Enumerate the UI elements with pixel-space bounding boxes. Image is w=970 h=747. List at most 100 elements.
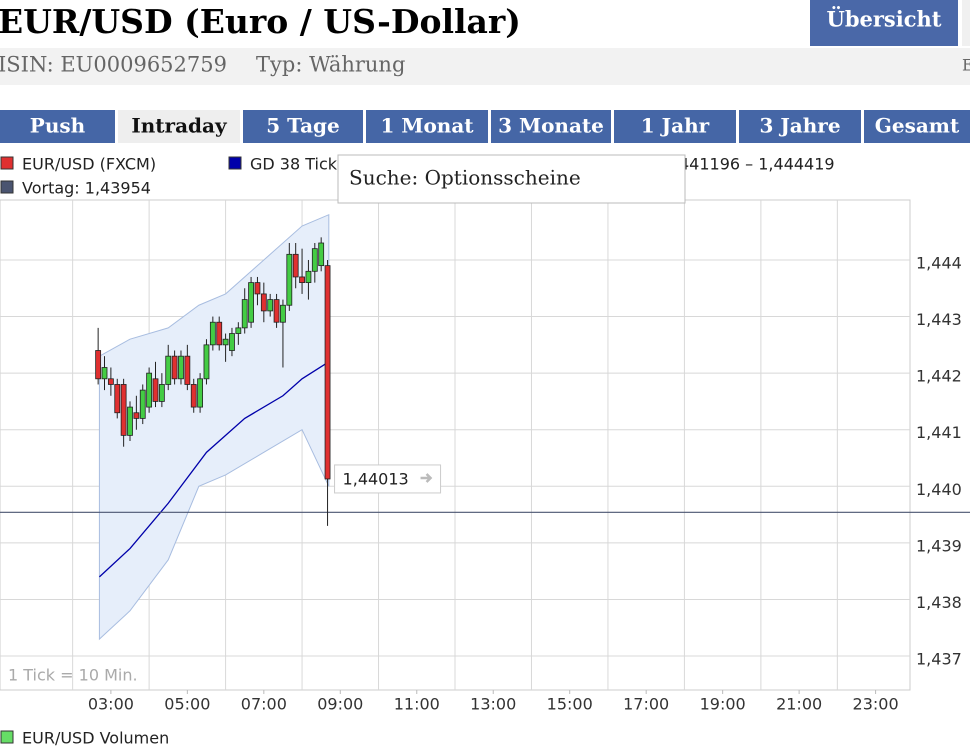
x-tick-label: 05:00 bbox=[164, 695, 210, 714]
candle-body bbox=[178, 355, 184, 380]
tab-bar: Push Intraday 5 Tage 1 Monat 3 Monate 1 Jahr 3… bbox=[0, 110, 970, 143]
tab-bg[interactable] bbox=[739, 110, 861, 143]
legend-label: EUR/USD Volumen bbox=[22, 729, 169, 747]
tab[interactable]: 1 Monat bbox=[380, 114, 474, 138]
candle-body bbox=[280, 304, 286, 323]
candle-body bbox=[229, 333, 235, 351]
candle-body bbox=[318, 242, 325, 267]
moving-average bbox=[98, 361, 330, 578]
overview-button[interactable]: Übersicht bbox=[827, 7, 942, 32]
candle-body bbox=[286, 253, 293, 306]
candle-body bbox=[107, 378, 114, 385]
tab-bg[interactable] bbox=[366, 110, 488, 143]
legend-label: GD 38 Tick bbox=[250, 155, 338, 174]
candle-body bbox=[95, 350, 102, 380]
tab[interactable]: 3 Jahre bbox=[759, 114, 840, 138]
legend-swatch bbox=[228, 156, 242, 170]
subheader-bg bbox=[0, 48, 970, 85]
tab[interactable]: Push bbox=[30, 114, 86, 138]
x-tick-label: 03:00 bbox=[88, 695, 134, 714]
candle-body bbox=[120, 384, 127, 436]
candle-body bbox=[184, 355, 191, 385]
candle-body bbox=[305, 270, 312, 284]
candle-body bbox=[241, 299, 248, 329]
x-tick-label: 07:00 bbox=[241, 695, 287, 714]
candle-body bbox=[146, 372, 153, 408]
right-edge bbox=[962, 0, 970, 46]
tab-bg[interactable] bbox=[491, 110, 611, 143]
tab[interactable]: 1 Jahr bbox=[641, 114, 710, 138]
y-tick-label: 1,440 bbox=[916, 480, 962, 499]
candle-body bbox=[165, 355, 172, 385]
candle-body bbox=[292, 253, 299, 278]
overview-button-bg[interactable] bbox=[810, 0, 958, 46]
candle-body bbox=[101, 367, 108, 380]
tab[interactable]: 5 Tage bbox=[266, 114, 340, 138]
isin: ISIN: EU0009652759 bbox=[0, 53, 227, 77]
x-tick-label: 15:00 bbox=[547, 695, 593, 714]
candle-body bbox=[209, 321, 216, 346]
x-tick-label: 21:00 bbox=[776, 695, 822, 714]
candle-body bbox=[152, 378, 159, 402]
candle-body bbox=[248, 282, 254, 323]
tab-bg[interactable] bbox=[864, 110, 970, 143]
candle-body bbox=[235, 327, 242, 334]
tab-bg[interactable] bbox=[614, 110, 736, 143]
x-tick-label: 11:00 bbox=[394, 695, 440, 714]
tooltip: Suche: Optionsscheine bbox=[349, 166, 581, 190]
chart: 1,437 1,438 1,439 1,440 1,441 1,442 1,443 1,444… bbox=[0, 154, 970, 747]
legend-swatch bbox=[0, 180, 14, 194]
candle-body bbox=[133, 412, 140, 419]
y-tick-label: 1,439 bbox=[916, 536, 962, 555]
arrow-icon bbox=[420, 473, 433, 483]
y-tick-label: 1,441 bbox=[916, 423, 962, 442]
legend-label: EUR/USD (FXCM) bbox=[22, 155, 156, 174]
candle-body bbox=[311, 248, 318, 272]
candle-body bbox=[222, 338, 229, 346]
page-title: EUR/USD (Euro / US-Dollar) bbox=[0, 2, 521, 41]
x-tick-label: 09:00 bbox=[317, 695, 363, 714]
candle-body bbox=[203, 344, 210, 380]
tick-note: 1 Tick = 10 Min. bbox=[8, 666, 138, 685]
candle-body bbox=[127, 406, 133, 436]
candle-body bbox=[216, 321, 223, 346]
candle-body bbox=[273, 299, 280, 323]
candle-body bbox=[324, 265, 331, 480]
legend-swatch bbox=[0, 730, 14, 744]
candle-body bbox=[171, 355, 178, 380]
cut-text: E bbox=[962, 56, 970, 75]
last-price-label: 1,44013 bbox=[343, 469, 409, 488]
x-tick-label: 23:00 bbox=[853, 695, 899, 714]
x-tick-label: 13:00 bbox=[470, 695, 516, 714]
candle-body bbox=[299, 276, 305, 284]
type: Typ: Währung bbox=[256, 53, 405, 77]
x-tick-label: 17:00 bbox=[623, 695, 669, 714]
y-tick-label: 1,443 bbox=[916, 310, 962, 329]
candle-body bbox=[139, 389, 146, 419]
candle-body bbox=[197, 378, 203, 408]
candle-body bbox=[158, 384, 165, 402]
x-tick-label: 19:00 bbox=[700, 695, 746, 714]
tab-bg[interactable] bbox=[0, 110, 115, 143]
y-tick-label: 1,444 bbox=[916, 253, 962, 272]
y-tick-label: 1,438 bbox=[916, 593, 962, 612]
legend-label: Vortag: 1,43954 bbox=[22, 179, 151, 198]
candle-body bbox=[114, 384, 121, 414]
candle-body bbox=[254, 282, 261, 295]
y-tick-label: 1,442 bbox=[916, 367, 962, 386]
tab[interactable]: 3 Monate bbox=[498, 114, 604, 138]
tab[interactable]: Intraday bbox=[131, 114, 228, 138]
tab-bg[interactable] bbox=[118, 110, 240, 143]
range-text: 441196 – 1,444419 bbox=[679, 155, 835, 174]
candle-body bbox=[190, 384, 197, 408]
tab-bg[interactable] bbox=[243, 110, 363, 143]
tooltip-box bbox=[337, 154, 686, 204]
band-area bbox=[98, 213, 330, 641]
legend-swatch bbox=[0, 156, 14, 170]
candle-body bbox=[267, 299, 274, 312]
candle-body bbox=[260, 293, 267, 312]
y-tick-label: 1,437 bbox=[916, 650, 962, 669]
tab[interactable]: Gesamt bbox=[875, 114, 960, 138]
